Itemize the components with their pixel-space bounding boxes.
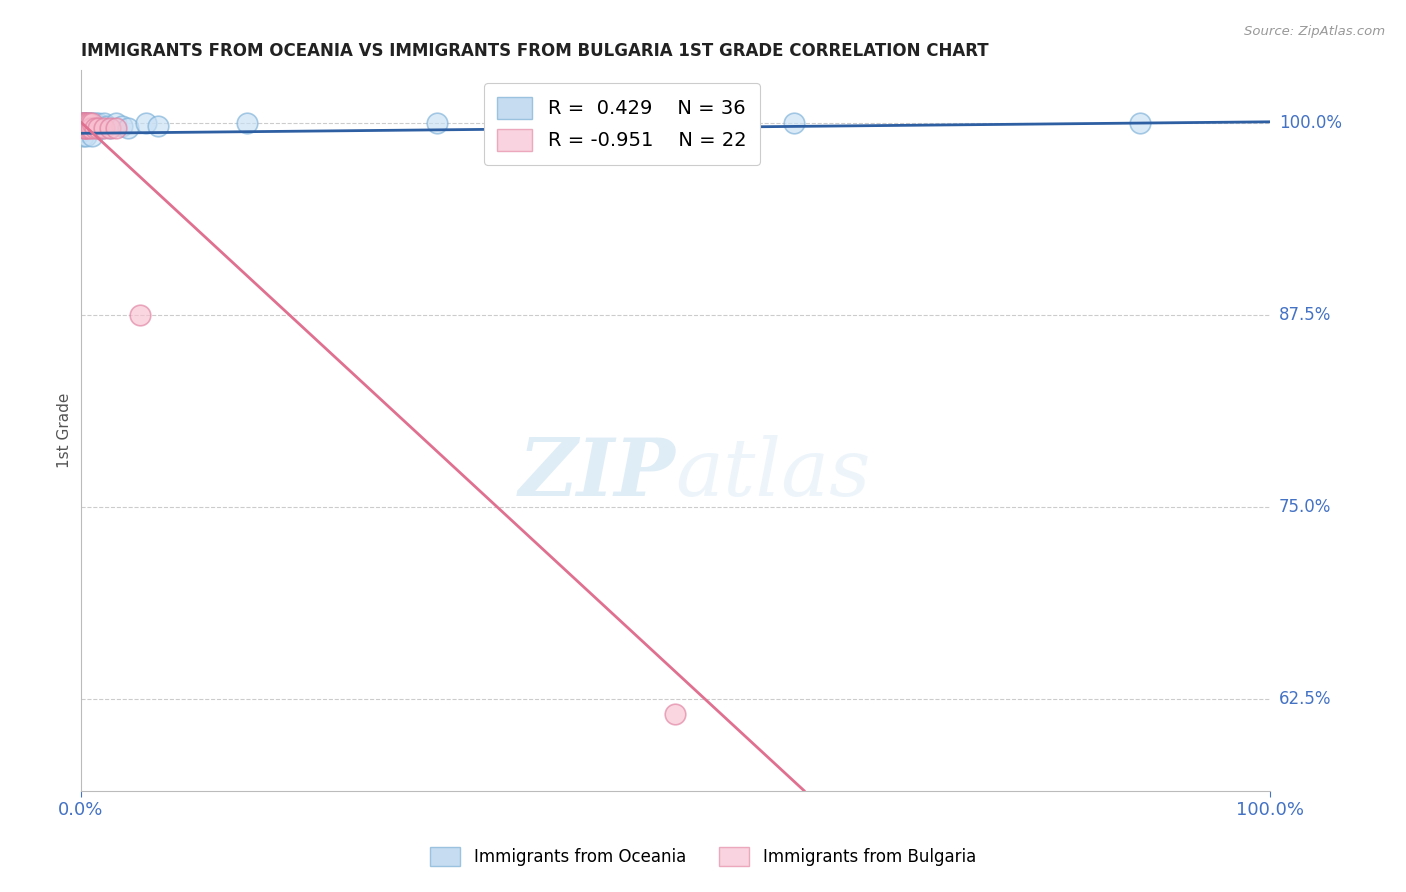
Point <box>117 120 139 135</box>
Point <box>72 116 94 130</box>
Point <box>72 120 94 134</box>
Text: ZIP: ZIP <box>519 434 675 512</box>
Point <box>79 116 101 130</box>
Point <box>75 120 97 135</box>
Point <box>783 116 806 130</box>
Point <box>77 120 100 135</box>
Point <box>73 116 96 130</box>
Point <box>93 116 115 130</box>
Point <box>98 120 121 135</box>
Legend: Immigrants from Oceania, Immigrants from Bulgaria: Immigrants from Oceania, Immigrants from… <box>423 840 983 873</box>
Point <box>146 120 169 134</box>
Point <box>70 116 93 130</box>
Point <box>111 120 134 134</box>
Point <box>82 116 104 130</box>
Point <box>72 128 94 143</box>
Point <box>89 120 111 134</box>
Point <box>84 120 107 135</box>
Legend: R =  0.429    N = 36, R = -0.951    N = 22: R = 0.429 N = 36, R = -0.951 N = 22 <box>484 83 761 165</box>
Point <box>80 120 103 135</box>
Point <box>75 128 97 143</box>
Point <box>73 116 96 130</box>
Point <box>75 116 97 130</box>
Point <box>105 120 128 135</box>
Point <box>73 120 96 134</box>
Point <box>73 120 96 135</box>
Point <box>90 120 112 135</box>
Text: atlas: atlas <box>675 434 870 512</box>
Point <box>87 120 110 135</box>
Point <box>93 120 115 135</box>
Y-axis label: 1st Grade: 1st Grade <box>58 392 72 467</box>
Point <box>75 116 97 130</box>
Point <box>83 120 105 135</box>
Point <box>129 308 152 322</box>
Point <box>75 120 97 134</box>
Point <box>72 124 94 138</box>
Text: 100.0%: 100.0% <box>1279 114 1341 132</box>
Point <box>76 116 98 130</box>
Point <box>83 120 105 135</box>
Text: 62.5%: 62.5% <box>1279 690 1331 707</box>
Point <box>70 120 93 134</box>
Point <box>75 120 97 135</box>
Point <box>79 116 101 130</box>
Text: 87.5%: 87.5% <box>1279 306 1331 324</box>
Text: Source: ZipAtlas.com: Source: ZipAtlas.com <box>1244 25 1385 38</box>
Point <box>1128 116 1150 130</box>
Point <box>664 706 686 721</box>
Point <box>82 116 104 130</box>
Point <box>77 120 100 135</box>
Point <box>82 128 104 143</box>
Point <box>426 116 449 130</box>
Point <box>75 116 97 130</box>
Point <box>80 120 103 134</box>
Point <box>75 116 97 130</box>
Point <box>83 116 105 130</box>
Point <box>135 116 157 130</box>
Text: IMMIGRANTS FROM OCEANIA VS IMMIGRANTS FROM BULGARIA 1ST GRADE CORRELATION CHART: IMMIGRANTS FROM OCEANIA VS IMMIGRANTS FR… <box>80 42 988 60</box>
Point <box>70 124 93 138</box>
Point <box>98 120 121 135</box>
Point <box>87 116 110 130</box>
Point <box>105 116 128 130</box>
Point <box>76 116 98 130</box>
Point <box>70 116 93 130</box>
Text: 75.0%: 75.0% <box>1279 498 1331 516</box>
Point <box>72 116 94 130</box>
Point <box>236 116 259 130</box>
Point <box>96 120 118 134</box>
Point <box>75 120 97 135</box>
